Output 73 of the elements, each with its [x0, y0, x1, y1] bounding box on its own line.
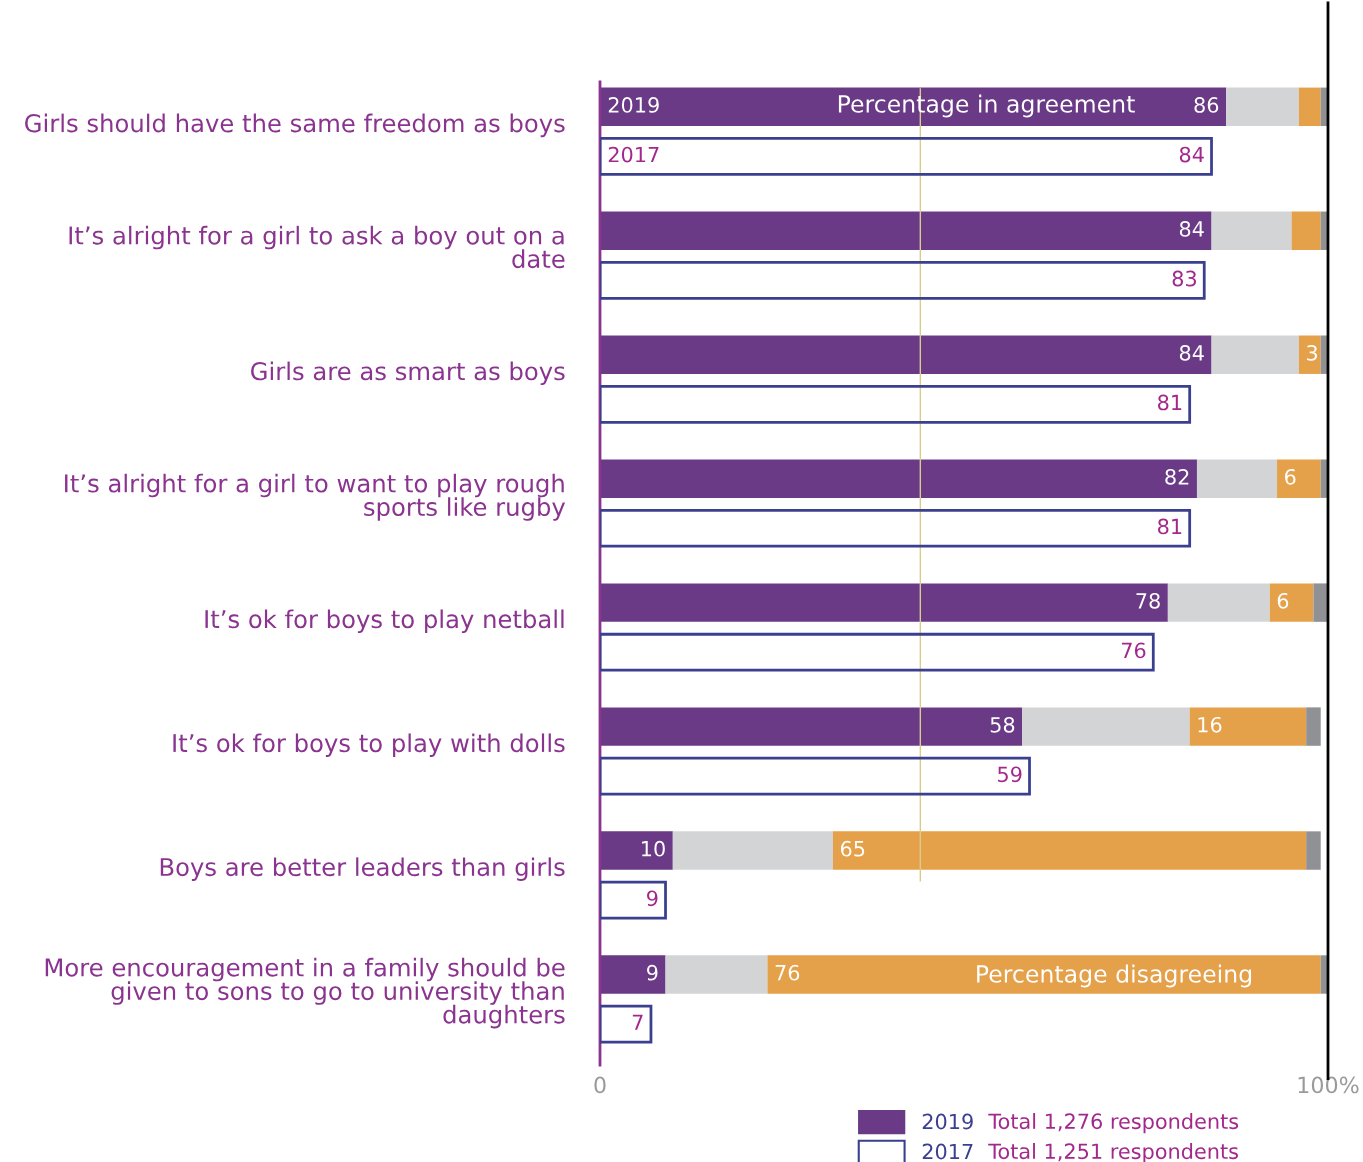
- data-label: 65: [840, 840, 865, 857]
- x-tick-label: 100%: [1298, 1076, 1359, 1094]
- data-label: 81: [1158, 394, 1182, 411]
- data-label: 6: [1277, 592, 1289, 609]
- bar: [600, 335, 1212, 374]
- legend-label: 2019: [922, 1113, 973, 1130]
- bar: [600, 260, 1206, 300]
- data-label: 59: [998, 766, 1022, 783]
- bar: [1196, 459, 1278, 498]
- bar: [1226, 87, 1299, 127]
- text: 2019: [608, 97, 659, 113]
- data-label: 84: [1179, 146, 1204, 163]
- bar: [1189, 707, 1307, 746]
- data-label: 81: [1158, 518, 1182, 535]
- y-tick-label: Girls should have the same freedom as boys: [25, 113, 565, 138]
- data-label: 78: [1136, 592, 1160, 609]
- data-label: 76: [1121, 642, 1146, 659]
- data-label: 58: [990, 716, 1015, 733]
- bar: [1211, 211, 1292, 250]
- bar: [1022, 707, 1190, 746]
- bar: [600, 707, 1023, 746]
- bar: [600, 508, 1192, 548]
- y-tick-label: More encouragement in a family should be given to sons to go to university than daughters: [45, 957, 565, 1029]
- bar: [600, 137, 1213, 176]
- y-tick-label: It’s ok for boys to play with dolls: [173, 733, 565, 757]
- data-label: 10: [642, 840, 665, 857]
- bar: [767, 955, 1321, 994]
- bar: [600, 756, 1031, 796]
- data-label: 6: [1285, 468, 1296, 485]
- y-tick-label: Girls are as smart as boys: [251, 361, 565, 386]
- bar: [1306, 707, 1321, 746]
- bar: [600, 211, 1212, 250]
- bar: [1211, 335, 1299, 374]
- bar: [1298, 335, 1321, 374]
- data-label: 84: [1179, 345, 1204, 361]
- bar: [600, 1004, 653, 1044]
- bar: [1167, 583, 1270, 622]
- data-label: 84: [1179, 221, 1204, 237]
- bar: [600, 459, 1197, 498]
- y-tick-label: Boys are better leaders than girls: [160, 857, 565, 881]
- bar: [1313, 583, 1328, 622]
- data-label: 9: [647, 964, 658, 981]
- annotation: Percentage disagreeing: [977, 964, 1252, 988]
- bar: [1306, 831, 1321, 870]
- bar: [1291, 211, 1321, 250]
- data-label: 16: [1198, 716, 1222, 733]
- bar: [1298, 87, 1321, 127]
- bar: [600, 831, 673, 870]
- bar: [600, 87, 1227, 127]
- y-tick-label: It’s alright for a girl to want to play rough sports like rugby: [65, 473, 566, 521]
- bar: [665, 955, 768, 994]
- data-label: 3: [1307, 345, 1318, 361]
- bar: [672, 831, 833, 870]
- data-label: 82: [1165, 468, 1189, 485]
- text: Total 1,276 respondents: [988, 1113, 1239, 1134]
- bar: [600, 955, 666, 994]
- bar: [1277, 459, 1321, 498]
- data-label: 76: [775, 964, 800, 981]
- text: 2017: [608, 146, 659, 163]
- bar: [600, 632, 1155, 672]
- bar: [600, 583, 1168, 622]
- legend-label: 2017: [922, 1143, 973, 1160]
- bar: [1269, 583, 1314, 622]
- x-tick-label: 0: [594, 1076, 606, 1094]
- bar: [600, 384, 1192, 424]
- data-label: 7: [632, 1014, 643, 1030]
- bar: [600, 880, 667, 920]
- y-tick-label: It’s ok for boys to play netball: [205, 609, 564, 633]
- y-tick-label: It’s alright for a girl to ask a boy out on a date: [69, 225, 565, 269]
- bar: [832, 831, 1307, 870]
- data-label: 86: [1194, 97, 1219, 113]
- data-label: 83: [1172, 270, 1197, 287]
- data-label: 9: [647, 890, 658, 907]
